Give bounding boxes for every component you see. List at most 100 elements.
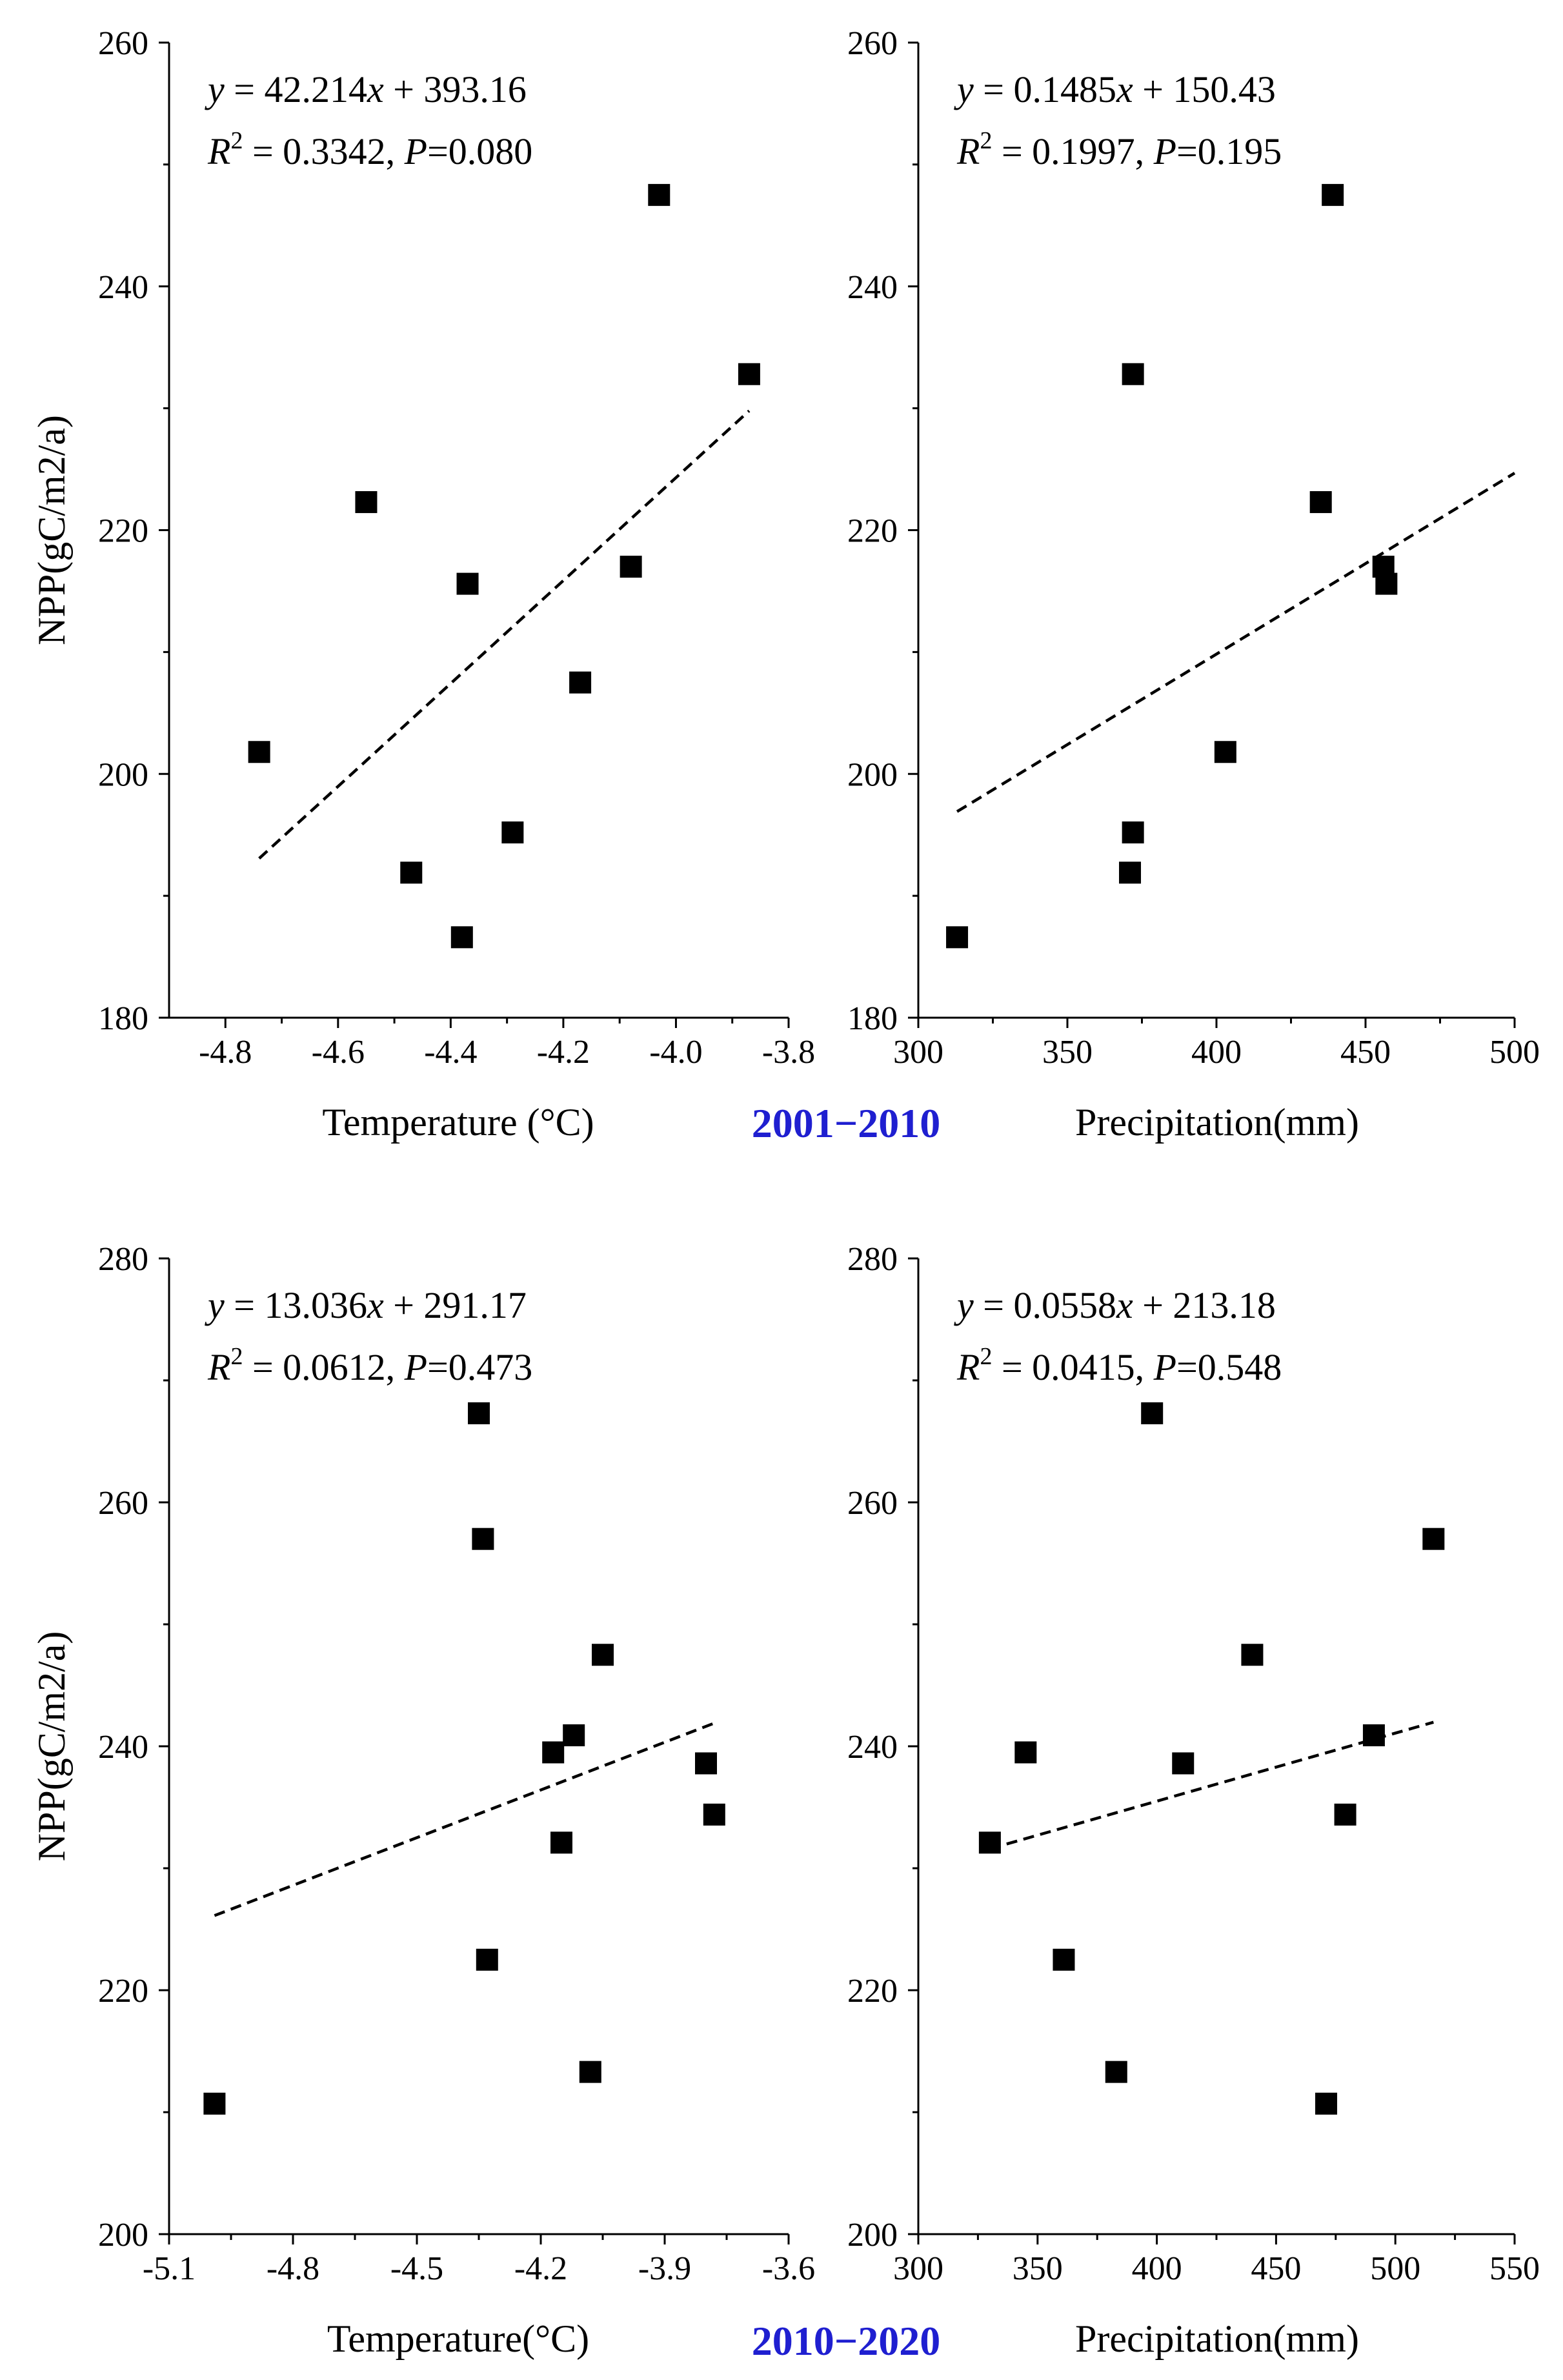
data-point [648,184,671,207]
data-point [946,926,969,949]
data-point [450,926,473,949]
data-point [1334,1803,1356,1826]
stats-r: R [207,130,230,172]
stats-r-superscript: 2 [230,1343,243,1370]
x-tick-label: 300 [893,2250,943,2287]
x-tick-label: -4.4 [424,1034,477,1071]
stats-r-superscript: 2 [230,127,243,154]
regression-stats: R2 = 0.0415, P=0.548 [956,1343,1282,1388]
data-point [1241,1644,1264,1666]
trend-line [956,472,1516,813]
equation-slope: = 0.1485 [974,68,1116,110]
x-tick-label: -5.1 [143,2250,196,2287]
stats-r2-value: = 0.0612, [243,1346,404,1388]
stats-r-superscript: 2 [980,1343,992,1370]
data-point [1122,363,1144,385]
stats-r: R [956,1346,980,1388]
y-tick-label: 280 [98,1241,148,1278]
equation-var-x: x [1116,1284,1133,1326]
y-tick-label: 180 [98,1000,148,1037]
x-axis-title: Precipitation(mm) [1075,2317,1359,2360]
data-point [1362,1724,1385,1746]
data-point [978,1831,1001,1854]
x-tick-label: 450 [1340,1034,1391,1071]
data-point [542,1741,565,1764]
equation-slope: = 42.214 [225,68,367,110]
regression-stats: R2 = 0.0612, P=0.473 [207,1343,532,1388]
x-tick-label: 400 [1132,2250,1182,2287]
x-tick-label: 550 [1489,2250,1540,2287]
stats-r2-value: = 0.3342, [243,130,404,172]
y-axis-title: NPP(gC/m2/a) [30,415,73,645]
equation-var-x: x [367,68,384,110]
x-axis-title: Temperature(°C) [327,2317,589,2360]
equation-var-y: y [954,1284,974,1326]
y-tick-label: 220 [847,513,898,550]
x-axis-title: Precipitation(mm) [1075,1101,1359,1144]
x-tick-label: -4.6 [312,1034,365,1071]
equation-var-y: y [205,68,225,110]
y-tick-label: 200 [98,756,148,793]
equation-slope: = 13.036 [225,1284,367,1326]
stats-p: P [1153,1346,1176,1388]
data-point [456,572,479,595]
chart-4: 200 220 240 260 280 300 350 400 450 500 550 y = 0.0… [847,1241,1540,2360]
stats-p-value: =0.080 [427,130,532,172]
data-point [468,1402,490,1425]
y-tick-label: 180 [847,1000,898,1037]
data-point [695,1752,717,1775]
equation-var-y: y [954,68,974,110]
data-point [1309,491,1332,514]
stats-p: P [1153,130,1176,172]
data-point [1422,1528,1445,1550]
data-point [501,821,524,843]
chart-1: 180 200 220 240 260 -4.8 -4.6 -4.4 -4.2 -4.0 -3.8 y… [30,25,815,1144]
y-tick-label: 240 [98,269,148,306]
equation-intercept: + 213.18 [1133,1284,1276,1326]
stats-r2-value: = 0.0415, [992,1346,1153,1388]
data-point [1014,1741,1037,1764]
x-tick-label: 400 [1191,1034,1242,1071]
regression-stats: R2 = 0.1997, P=0.195 [956,127,1282,172]
stats-p: P [404,1346,427,1388]
y-tick-label: 280 [847,1241,898,1278]
regression-stats: R2 = 0.3342, P=0.080 [207,127,532,172]
x-axis-title: Temperature (°C) [322,1101,594,1144]
trend-line [258,409,751,860]
y-tick-label: 260 [98,25,148,62]
y-tick-label: 220 [98,1973,148,2010]
x-tick-label: -3.6 [762,2250,815,2287]
regression-equation: y = 0.0558x + 213.18 [954,1284,1276,1326]
x-tick-label: -3.8 [762,1034,815,1071]
regression-equation: y = 13.036x + 291.17 [205,1284,527,1326]
x-tick-label: -4.0 [649,1034,702,1071]
data-point [248,741,270,763]
data-point [738,363,760,385]
y-tick-label: 260 [847,1485,898,1522]
equation-var-x: x [367,1284,384,1326]
data-point [703,1803,725,1826]
x-tick-label: 350 [1013,2250,1063,2287]
data-point [203,2092,226,2115]
data-point [1053,1948,1075,1971]
data-point [472,1528,494,1550]
y-tick-label: 200 [98,2217,148,2254]
equation-var-y: y [205,1284,225,1326]
regression-equation: y = 0.1485x + 150.43 [954,68,1276,110]
y-tick-label: 240 [98,1729,148,1766]
y-tick-label: 220 [847,1973,898,2010]
y-axis-title: NPP(gC/m2/a) [30,1631,73,1862]
data-point [476,1948,498,1971]
data-point [1214,741,1236,763]
x-tick-label: -4.2 [537,1034,590,1071]
data-point [400,862,423,884]
period-label: 2001−2010 [752,1100,940,1146]
stats-p-value: =0.548 [1176,1346,1282,1388]
trend-line [214,1722,715,1917]
data-point [1105,2061,1127,2083]
equation-intercept: + 393.16 [384,68,527,110]
stats-p-value: =0.473 [427,1346,532,1388]
equation-var-x: x [1116,68,1133,110]
data-point [620,556,642,578]
